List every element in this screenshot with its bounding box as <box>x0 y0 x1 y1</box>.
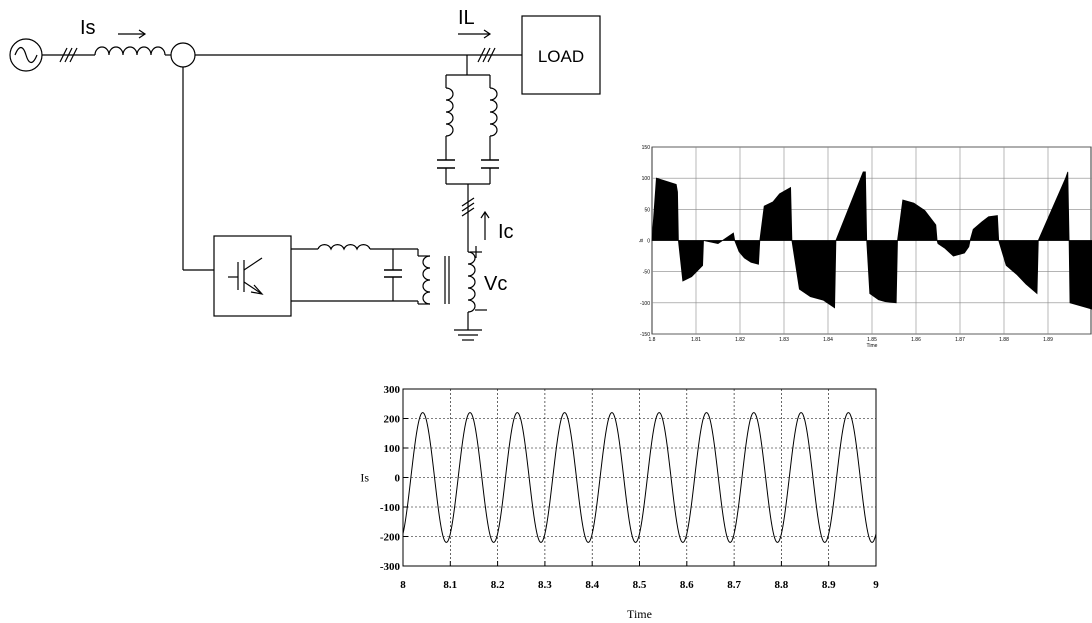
load-label: LOAD <box>538 47 584 66</box>
circuit-diagram <box>9 15 601 341</box>
load-current-waveform <box>651 171 1092 310</box>
y-tick-label: 200 <box>384 414 401 426</box>
x-tick-label: 1.86 <box>911 337 921 343</box>
y-tick-label: -200 <box>380 532 401 544</box>
x-tick-label: 1.82 <box>735 337 745 343</box>
transformer-secondary-winding <box>467 251 476 313</box>
output-filter-capacitor <box>384 249 402 301</box>
y-tick-label: 100 <box>642 176 651 182</box>
x-tick-label: 8.3 <box>538 579 552 591</box>
x-tick-label: 1.87 <box>955 337 965 343</box>
x-axis-label: Time <box>867 343 878 349</box>
y-tick-label: 50 <box>644 207 650 213</box>
x-tick-label: 8.8 <box>775 579 789 591</box>
x-tick-label: 9 <box>873 579 879 591</box>
filter-branch-left <box>437 75 455 184</box>
inverter-box <box>213 235 292 317</box>
compensator-current-label: Ic <box>498 221 514 243</box>
y-tick-label: -300 <box>380 561 401 573</box>
x-tick-label: 1.84 <box>823 337 833 343</box>
x-tick-label: 8 <box>400 579 406 591</box>
filter-branch-right <box>481 75 499 184</box>
y-tick-label: -100 <box>640 301 650 307</box>
compensator-voltage-label: Vc <box>484 273 507 295</box>
y-tick-label: -100 <box>380 502 401 514</box>
igbt-symbol <box>228 257 264 295</box>
three-phase-marker-load <box>477 47 496 63</box>
y-tick-label: 300 <box>384 384 401 396</box>
compensator-current-arrow <box>480 210 490 240</box>
ground-symbol <box>454 329 482 341</box>
ac-source-symbol <box>9 38 43 72</box>
transformer-primary-winding <box>422 255 431 305</box>
load-box <box>521 15 601 95</box>
x-tick-label: 8.5 <box>633 579 647 591</box>
x-tick-label: 1.89 <box>1043 337 1053 343</box>
y-tick-label: 100 <box>384 443 401 455</box>
y-tick-label: 0 <box>647 239 650 245</box>
x-tick-label: 8.1 <box>443 579 457 591</box>
y-tick-label: -150 <box>640 332 650 338</box>
y-tick-label: -50 <box>643 270 650 276</box>
x-tick-label: 1.8 <box>649 337 656 343</box>
three-phase-marker-compensator <box>461 197 475 217</box>
x-tick-label: 8.2 <box>491 579 505 591</box>
x-axis-label: Time <box>627 607 652 621</box>
y-tick-label: 150 <box>642 145 651 151</box>
y-tick-label: 0 <box>395 473 401 485</box>
load-current-label: IL <box>458 7 475 29</box>
x-tick-label: 8.7 <box>727 579 741 591</box>
source-current-waveform <box>402 412 877 543</box>
x-tick-label: 1.81 <box>691 337 701 343</box>
y-axis-label: Is <box>360 471 369 485</box>
three-phase-marker-source <box>59 47 78 63</box>
x-tick-label: 1.83 <box>779 337 789 343</box>
load-current-arrow <box>458 29 492 39</box>
source-current-label: Is <box>80 17 96 39</box>
current-sensor-symbol <box>170 42 196 68</box>
x-tick-label: 1.85 <box>867 337 877 343</box>
load-current-chart: 1.8 1.81 1.82 1.83 1.84 1.85 1.86 1.87 1.88 1.89 1… <box>639 145 1092 349</box>
x-tick-label: 1.88 <box>999 337 1009 343</box>
source-current-chart: 8 8.1 8.2 8.3 8.4 8.5 8.6 8.7 8.8 8.9 9 300 200 100 0 -… <box>360 384 879 621</box>
source-inductor <box>94 46 166 56</box>
source-current-arrow <box>118 29 147 39</box>
y-axis-label: Is <box>639 238 645 242</box>
transformer-core <box>444 256 450 304</box>
output-inductor <box>317 244 371 251</box>
x-tick-label: 8.6 <box>680 579 694 591</box>
x-tick-label: 8.4 <box>585 579 599 591</box>
x-tick-label: 8.9 <box>822 579 836 591</box>
